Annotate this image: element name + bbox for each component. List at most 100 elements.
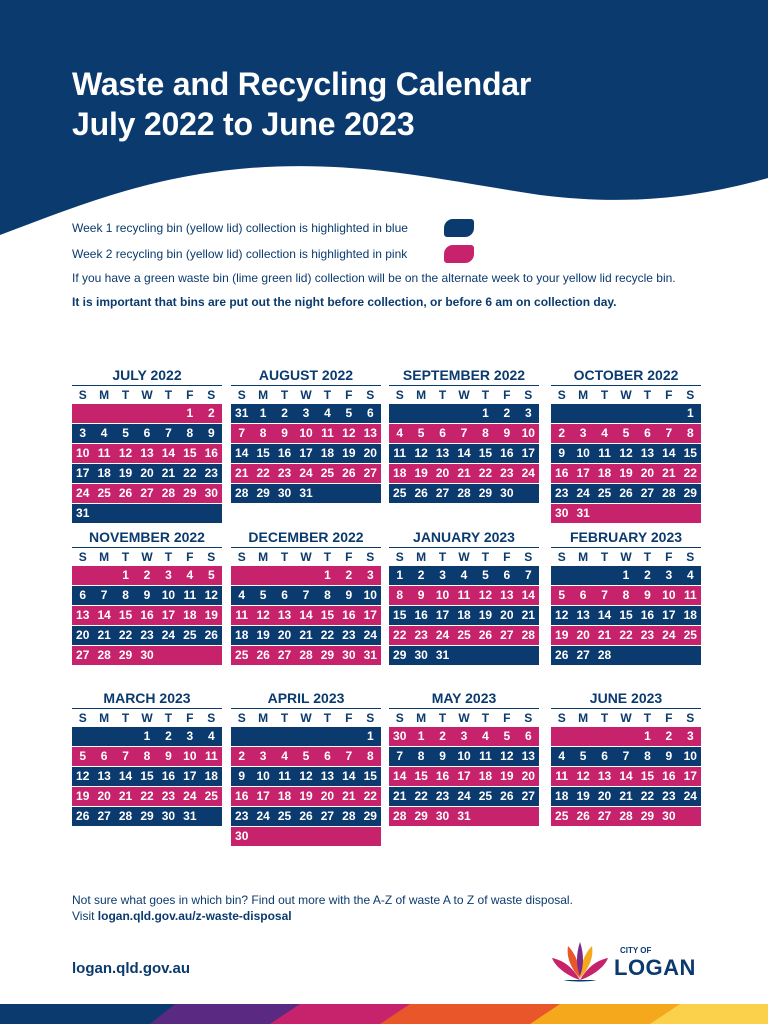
day-cell: 6 (281, 588, 288, 602)
day-cell: 29 (256, 486, 270, 500)
weekday-label: T (481, 388, 490, 402)
weekday-label: W (458, 711, 470, 725)
day-cell: 16 (435, 769, 450, 783)
weekday-label: T (600, 711, 609, 725)
day-cell (274, 727, 295, 746)
day-cell: 29 (414, 809, 428, 823)
weekday-label: S (557, 388, 566, 402)
day-cell: 6 (324, 749, 331, 763)
day-cell: 4 (482, 729, 489, 743)
weekday-label: W (300, 550, 312, 564)
day-cell: 28 (299, 648, 313, 662)
week-row-blue: 9 10 11 12 13 14 15 (231, 767, 381, 786)
day-cell: 15 (478, 446, 493, 460)
day-cell (551, 566, 572, 585)
week-row-pink: 19 20 21 22 23 24 25 (72, 787, 222, 806)
day-cell: 2 (644, 568, 651, 582)
day-cell: 3 (665, 568, 673, 582)
day-cell: 9 (665, 749, 673, 763)
day-cell: 28 (457, 486, 471, 500)
weekday-label: S (524, 388, 533, 402)
day-cell (594, 504, 615, 523)
week-row-pink: 22 23 24 25 26 27 28 (389, 626, 539, 645)
day-cell: 1 (417, 729, 425, 743)
day-cell: 19 (555, 628, 569, 642)
day-cell (295, 727, 316, 746)
day-cell: 22 (414, 789, 428, 803)
day-cell: 8 (366, 749, 374, 763)
month-rule (231, 708, 381, 709)
day-cell: 17 (161, 608, 176, 622)
day-cell (317, 727, 338, 746)
day-cell: 17 (683, 769, 697, 783)
day-cell: 4 (186, 568, 194, 582)
weekday-label: T (280, 550, 289, 564)
month-title: OCTOBER 2022 (573, 367, 679, 383)
weekday-label: T (438, 711, 447, 725)
footer-link[interactable]: logan.qld.gov.au/z-waste-disposal (97, 909, 292, 923)
day-cell: 9 (281, 426, 288, 440)
weekday-label: T (164, 711, 173, 725)
day-cell (680, 504, 701, 523)
day-cell: 21 (393, 789, 407, 803)
day-cell: 14 (161, 446, 176, 460)
legend-week2-text: Week 2 recycling bin (yellow lid) collec… (72, 247, 408, 261)
day-cell: 13 (521, 749, 535, 763)
month-calendar: APRIL 2023 S M T W T F S 1 2 3 4 5 6 7 8 9 10 11 12 13 14 15 16… (231, 689, 381, 847)
weekday-label: M (258, 388, 269, 402)
day-cell: 9 (558, 446, 566, 460)
site-url[interactable]: logan.qld.gov.au (72, 960, 191, 977)
day-cell: 29 (118, 648, 133, 662)
day-cell: 9 (143, 588, 151, 602)
weekday-label: M (578, 388, 589, 402)
week-row-pink: 19 20 21 22 23 24 25 (551, 626, 701, 645)
weekday-label: S (78, 711, 87, 725)
day-cell: 31 (435, 648, 450, 662)
day-cell: 22 (320, 628, 335, 642)
title-line-2: July 2022 to June 2023 (72, 106, 415, 142)
day-cell: 20 (76, 628, 90, 642)
week-row-blue: 26 27 28 29 30 31 (72, 807, 222, 826)
week-row-blue: 15 16 17 18 19 20 21 (389, 606, 539, 625)
day-cell: 22 (256, 466, 270, 480)
day-cell: 18 (320, 446, 335, 460)
day-cell: 14 (342, 769, 356, 783)
day-cell: 14 (235, 446, 249, 460)
day-cell: 14 (457, 446, 471, 460)
day-cell: 20 (435, 466, 450, 480)
weekday-label: T (643, 388, 652, 402)
day-cell: 30 (204, 486, 218, 500)
day-cell: 15 (393, 608, 407, 622)
day-cell: 16 (235, 789, 249, 803)
weekday-label: M (99, 388, 110, 402)
week-row-blue: 17 18 19 20 21 22 23 (72, 464, 222, 483)
day-cell (680, 807, 701, 826)
day-cell: 26 (478, 628, 493, 642)
day-cell: 25 (97, 486, 111, 500)
day-cell: 22 (118, 628, 133, 642)
day-cell: 30 (500, 486, 514, 500)
day-cell: 29 (320, 648, 335, 662)
week-row-blue: 28 29 30 31 (231, 484, 381, 503)
day-cell: 21 (97, 628, 111, 642)
day-cell (158, 504, 179, 523)
day-cell: 10 (435, 588, 450, 602)
weekday-label: F (503, 711, 511, 725)
day-cell: 11 (204, 749, 218, 763)
weekday-label: S (237, 711, 246, 725)
day-cell: 6 (79, 588, 87, 602)
day-cell: 13 (363, 426, 377, 440)
week-row-pink: 30 1 2 3 4 5 6 (389, 727, 539, 746)
weekday-label: F (186, 711, 194, 725)
day-cell: 20 (597, 789, 612, 803)
weekday-label: T (323, 550, 332, 564)
day-cell: 18 (97, 466, 111, 480)
day-cell: 4 (207, 729, 215, 743)
weekday-label: S (557, 711, 566, 725)
week-row-pink: 25 26 27 28 29 30 31 (231, 646, 381, 665)
day-cell: 26 (342, 466, 356, 480)
weekday-label: T (121, 711, 130, 725)
